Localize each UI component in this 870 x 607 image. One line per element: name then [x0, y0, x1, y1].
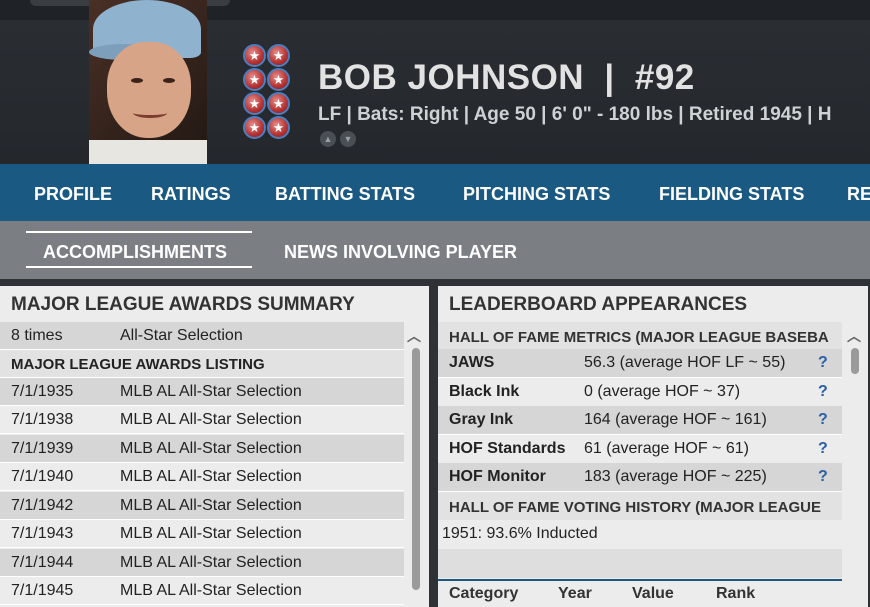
award-medals: ★ ★ ★ ★ ★ ★ ★ ★: [243, 44, 291, 144]
award-row: 7/1/1942 MLB AL All-Star Selection: [0, 492, 404, 520]
award-row: 7/1/1945 MLB AL All-Star Selection: [0, 577, 404, 605]
help-link[interactable]: ?: [818, 411, 828, 428]
awards-panel-title: MAJOR LEAGUE AWARDS SUMMARY: [11, 294, 355, 315]
tab-batting-stats[interactable]: BATTING STATS: [275, 184, 415, 204]
player-name-heading: BOB JOHNSON | #92: [318, 58, 695, 98]
metric-row-hof-standards: HOF Standards 61 (average HOF ~ 61) ?: [438, 435, 842, 464]
col-category[interactable]: Category: [449, 585, 519, 602]
award-row: 7/1/1940 MLB AL All-Star Selection: [0, 463, 404, 491]
award-row: 7/1/1938 MLB AL All-Star Selection: [0, 406, 404, 434]
previous-player-button[interactable]: ▲: [320, 131, 336, 147]
award-row: 7/1/1943 MLB AL All-Star Selection: [0, 520, 404, 548]
player-header: ★ ★ ★ ★ ★ ★ ★ ★ BOB JOHNSON | #92 LF | B…: [0, 0, 870, 184]
player-meta: LF | Bats: Right | Age 50 | 6' 0" - 180 …: [318, 104, 832, 125]
col-year[interactable]: Year: [558, 585, 592, 602]
chevron-up-icon: ▲: [323, 134, 333, 144]
summary-count: 8 times: [11, 327, 63, 344]
leaderboard-panel: LEADERBOARD APPEARANCES HALL OF FAME MET…: [438, 286, 868, 607]
metric-row-gray-ink: Gray Ink 164 (average HOF ~ 161) ?: [438, 406, 842, 435]
main-nav: PROFILE RATINGS BATTING STATS PITCHING S…: [0, 164, 870, 221]
subtab-accomplishments[interactable]: ACCOMPLISHMENTS: [43, 242, 227, 262]
award-row: 7/1/1939 MLB AL All-Star Selection: [0, 435, 404, 463]
player-number: #92: [634, 58, 695, 97]
player-photo: [89, 0, 207, 184]
awards-scrollbar[interactable]: [412, 348, 420, 590]
awards-listing-header: MAJOR LEAGUE AWARDS LISTING: [0, 350, 404, 378]
tab-profile[interactable]: PROFILE: [34, 184, 113, 204]
metric-row-black-ink: Black Ink 0 (average HOF ~ 37) ?: [438, 378, 842, 407]
star-medal-icon: ★: [243, 92, 266, 115]
voting-row: 1951: 93.6% Inducted: [442, 525, 598, 542]
star-medal-icon: ★: [267, 92, 290, 115]
tab-pitching-stats[interactable]: PITCHING STATS: [463, 184, 611, 204]
metric-row-jaws: JAWS 56.3 (average HOF LF ~ 55) ?: [438, 349, 842, 378]
star-medal-icon: ★: [267, 44, 290, 67]
tab-overflow[interactable]: RE: [847, 184, 870, 204]
col-value[interactable]: Value: [632, 585, 674, 602]
help-link[interactable]: ?: [818, 468, 828, 485]
voting-spacer: [438, 549, 842, 578]
help-link[interactable]: ?: [818, 440, 828, 457]
subtab-news[interactable]: NEWS INVOLVING PLAYER: [284, 242, 518, 262]
hof-voting-header: HALL OF FAME VOTING HISTORY (MAJOR LEAGU…: [438, 492, 842, 520]
scroll-up-icon[interactable]: ︿: [847, 328, 861, 344]
summary-award: All-Star Selection: [120, 327, 243, 344]
chevron-down-icon: ▼: [343, 134, 353, 144]
active-tab-underline: [26, 266, 252, 268]
star-medal-icon: ★: [267, 68, 290, 91]
sub-nav: ACCOMPLISHMENTS NEWS INVOLVING PLAYER: [0, 221, 870, 279]
leaderboard-panel-title: LEADERBOARD APPEARANCES: [449, 294, 748, 315]
award-row: 7/1/1935 MLB AL All-Star Selection: [0, 378, 404, 406]
star-medal-icon: ★: [243, 68, 266, 91]
col-rank[interactable]: Rank: [716, 585, 756, 602]
active-tab-top-line: [26, 231, 252, 233]
next-player-button[interactable]: ▼: [340, 131, 356, 147]
tab-fielding-stats[interactable]: FIELDING STATS: [659, 184, 805, 204]
player-name: BOB JOHNSON: [318, 58, 585, 97]
hof-metrics-header: HALL OF FAME METRICS (MAJOR LEAGUE BASEB…: [438, 322, 842, 350]
metric-row-hof-monitor: HOF Monitor 183 (average HOF ~ 225) ?: [438, 463, 842, 492]
star-medal-icon: ★: [267, 116, 290, 139]
star-medal-icon: ★: [243, 116, 266, 139]
awards-summary-row: 8 times All-Star Selection: [0, 322, 404, 350]
name-separator: |: [604, 58, 615, 97]
leaderboard-table-header: Category Year Value Rank: [438, 579, 842, 607]
tab-ratings[interactable]: RATINGS: [151, 184, 231, 204]
help-link[interactable]: ?: [818, 354, 828, 371]
award-row: 7/1/1944 MLB AL All-Star Selection: [0, 549, 404, 577]
awards-panel: MAJOR LEAGUE AWARDS SUMMARY 8 times All-…: [0, 286, 429, 607]
scroll-up-icon[interactable]: ︿: [407, 328, 421, 344]
help-link[interactable]: ?: [818, 383, 828, 400]
star-medal-icon: ★: [243, 44, 266, 67]
leaderboard-scrollbar[interactable]: [851, 348, 859, 374]
